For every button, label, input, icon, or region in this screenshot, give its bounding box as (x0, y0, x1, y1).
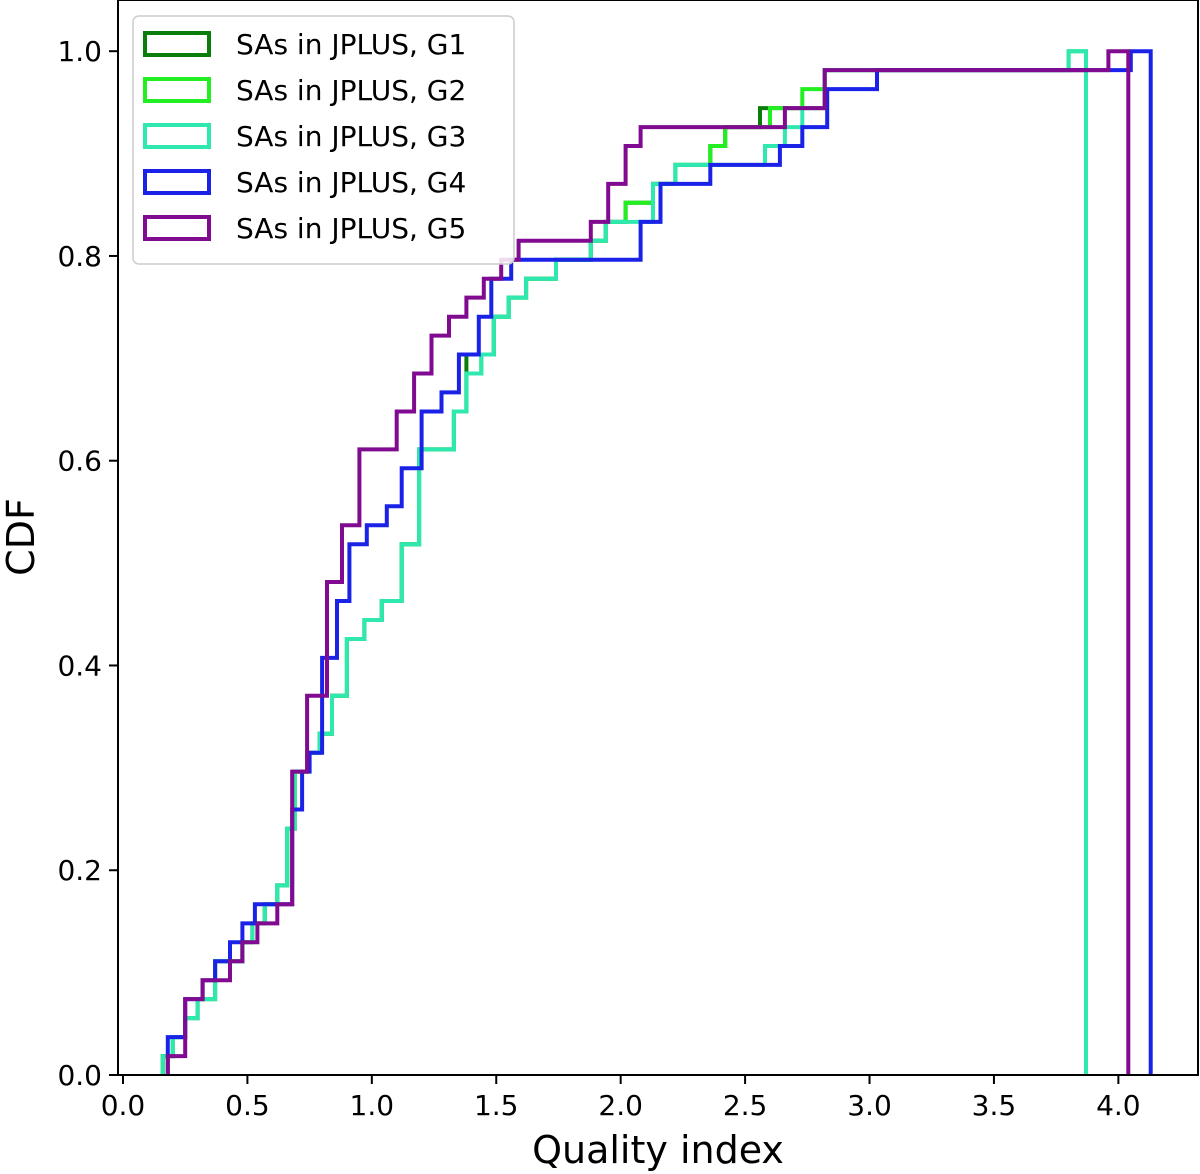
x-tick-label: 2.0 (598, 1089, 643, 1122)
legend-swatch-g5 (143, 215, 211, 241)
legend-swatch-g4 (143, 169, 211, 195)
legend-label-g4: SAs in JPLUS, G4 (236, 166, 466, 199)
y-tick-label: 0.0 (57, 1059, 102, 1092)
x-tick-label: 2.5 (723, 1089, 768, 1122)
x-tick-label: 3.5 (972, 1089, 1017, 1122)
x-tick-label: 3.0 (847, 1089, 892, 1122)
series-g5-line (165, 49, 1131, 1075)
x-tick-label: 1.5 (474, 1089, 519, 1122)
x-tick-label: 1.0 (350, 1089, 395, 1122)
x-tick-label: 4.0 (1096, 1089, 1141, 1122)
legend-box (132, 15, 515, 265)
series-layer (160, 49, 1153, 1075)
y-axis-ticks: 0.0 0.2 0.4 0.6 0.8 1.0 (57, 35, 118, 1092)
legend-swatch-g2 (143, 77, 211, 103)
legend-label-g5: SAs in JPLUS, G5 (236, 212, 466, 245)
legend-swatch-g1 (143, 31, 211, 57)
series-g4-line (165, 49, 1153, 1075)
x-tick-label: 0.5 (225, 1089, 270, 1122)
y-tick-label: 0.4 (57, 649, 102, 682)
legend-label-g2: SAs in JPLUS, G2 (236, 74, 466, 107)
y-tick-label: 0.8 (57, 240, 102, 273)
y-tick-label: 0.2 (57, 854, 102, 887)
y-tick-label: 0.6 (57, 445, 102, 478)
legend-label-g3: SAs in JPLUS, G3 (236, 120, 466, 153)
legend-label-g1: SAs in JPLUS, G1 (236, 28, 466, 61)
x-tick-label: 0.0 (101, 1089, 146, 1122)
legend-swatch-g3 (143, 123, 211, 149)
legend: SAs in JPLUS, G1 SAs in JPLUS, G2 SAs in J… (132, 15, 515, 265)
y-axis-label: CDF (0, 498, 43, 576)
y-tick-label: 1.0 (57, 35, 102, 68)
x-axis-ticks: 0.0 0.5 1.0 1.5 2.0 2.5 3.0 3.5 4.0 (101, 1075, 1141, 1122)
legend-entries: SAs in JPLUS, G1 SAs in JPLUS, G2 SAs in J… (143, 28, 466, 245)
x-axis-label: Quality index (532, 1128, 784, 1172)
axes-frame (117, 0, 1199, 1076)
